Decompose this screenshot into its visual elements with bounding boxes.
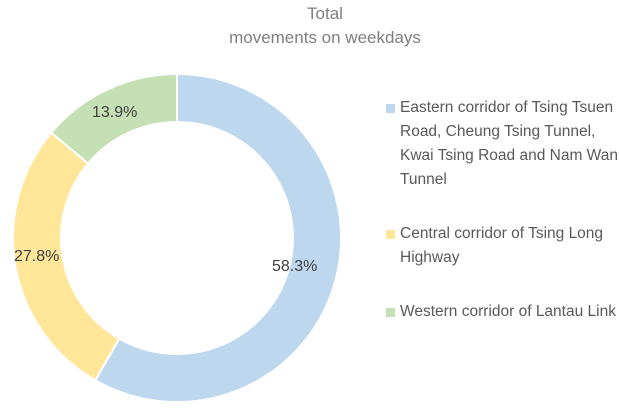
chart-title-line-1: Total <box>307 4 343 23</box>
data-label-eastern: 58.3% <box>272 258 318 275</box>
legend-label-western: Western corridor of Lantau Link <box>400 303 616 320</box>
legend-swatch-eastern <box>386 104 395 113</box>
donut-segment-western <box>49 72 178 165</box>
data-label-western: 13.9% <box>92 104 138 121</box>
chart-title: Total movements on weekdays <box>200 2 450 50</box>
legend-swatch-western <box>386 308 395 317</box>
legend-item-eastern: Eastern corridor of Tsing Tsuen Road, Ch… <box>383 96 619 192</box>
chart-legend: Eastern corridor of Tsing Tsuen Road, Ch… <box>383 96 619 354</box>
legend-item-central: Central corridor of Tsing Long Highway <box>383 222 619 270</box>
donut-segment-eastern <box>93 72 342 403</box>
legend-label-eastern: Eastern corridor of Tsing Tsuen Road, Ch… <box>400 99 618 188</box>
legend-swatch-central <box>386 230 395 239</box>
legend-label-central: Central corridor of Tsing Long Highway <box>400 225 604 266</box>
chart-title-line-2: movements on weekdays <box>229 28 421 47</box>
data-label-central: 27.8% <box>14 248 60 265</box>
legend-item-western: Western corridor of Lantau Link <box>383 300 619 324</box>
